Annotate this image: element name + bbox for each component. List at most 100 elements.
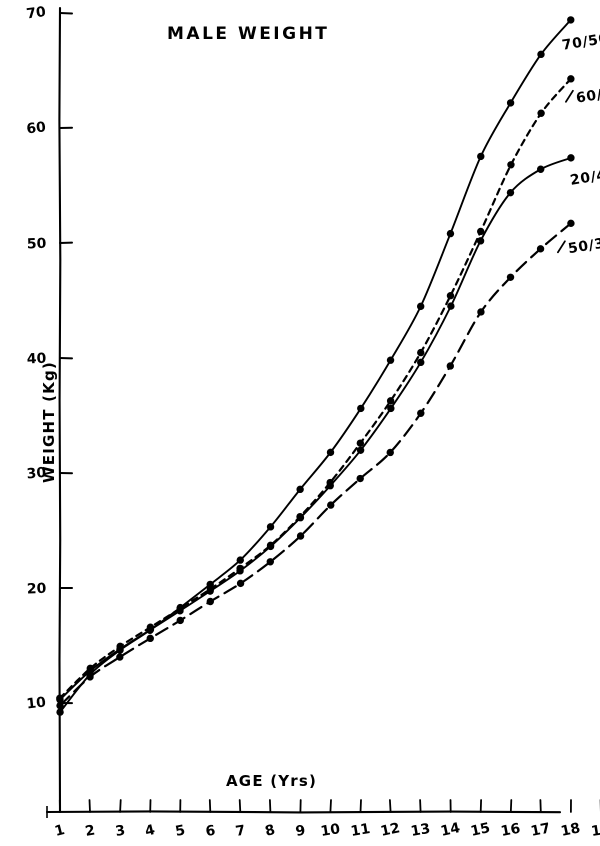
data-point (236, 556, 244, 564)
y-tick-label: 10 (26, 694, 47, 712)
data-point (567, 75, 575, 83)
data-point (56, 695, 64, 704)
x-tick (359, 799, 362, 813)
series-label-leader (557, 240, 566, 254)
data-point (356, 446, 365, 454)
data-point (446, 362, 455, 370)
data-point (326, 448, 335, 457)
data-point (116, 653, 124, 661)
axis-lines (45, 6, 562, 818)
data-point (537, 109, 545, 117)
series-line-50-3 (58, 222, 573, 707)
data-point (477, 152, 485, 161)
x-tick-label: 12 (379, 820, 401, 840)
data-point (386, 397, 395, 405)
series-label-20-40-10: 20/40/10 (569, 162, 600, 189)
series-label-layer: 70/50 60/30 20/40/10 50/3 (557, 31, 600, 258)
y-tick-label: 60 (26, 119, 47, 137)
data-point (386, 448, 394, 457)
data-point (477, 308, 485, 316)
data-point (206, 597, 215, 606)
data-point (206, 587, 214, 595)
series-line-20-40-10 (58, 156, 572, 701)
x-tick-label: 8 (263, 822, 276, 840)
y-tick-labels: 10 20 30 40 50 60 70 (25, 4, 47, 712)
data-point (296, 514, 305, 522)
data-point (296, 532, 305, 540)
x-tick-labels: 1 2 3 4 5 6 7 8 9 10 11 12 13 14 15 16 17 18 19 (53, 820, 600, 840)
data-point (236, 567, 244, 575)
marker-layer (56, 16, 575, 716)
x-tick (419, 799, 422, 813)
y-tick-label: 40 (26, 351, 46, 368)
data-point (447, 302, 455, 310)
y-axis-title: WEIGHT (Kg) (40, 361, 58, 483)
data-point (116, 645, 124, 653)
series-label-60-30: 60/30 (575, 84, 600, 107)
data-point (387, 404, 395, 413)
data-point (416, 302, 425, 311)
x-tick (119, 799, 122, 813)
chart-title: MALE WEIGHT (167, 24, 329, 44)
series-layer (58, 18, 573, 714)
x-tick (329, 799, 332, 813)
x-tick-label: 7 (234, 823, 246, 840)
data-point (537, 50, 545, 59)
x-tick-label: 3 (114, 823, 126, 840)
series-label-70-50: 70/50 (561, 31, 600, 54)
data-point (417, 348, 425, 357)
data-point (446, 292, 455, 300)
data-point (536, 245, 545, 253)
data-point (357, 404, 365, 413)
y-tick-marks (59, 12, 73, 705)
data-point (266, 542, 275, 551)
series-label-50-3: 50/3 (567, 236, 600, 258)
x-tick-label: 6 (205, 823, 217, 840)
data-point (266, 523, 275, 531)
x-tick-label: 14 (439, 820, 462, 840)
y-tick-label: 20 (27, 581, 47, 598)
data-point (56, 701, 64, 710)
data-point (86, 673, 94, 681)
y-axis-line (58, 6, 62, 814)
x-tick (238, 799, 242, 813)
y-tick (59, 12, 73, 15)
y-tick-label: 70 (25, 4, 47, 22)
data-point (567, 16, 575, 24)
x-tick-label: 5 (174, 822, 187, 840)
x-tick-label: 13 (410, 821, 432, 840)
x-tick (389, 799, 392, 813)
y-tick-label: 50 (27, 236, 47, 253)
x-tick-label: 10 (320, 821, 342, 840)
data-point (296, 485, 304, 494)
data-point (266, 558, 274, 566)
data-point (476, 237, 485, 245)
data-point (506, 273, 515, 281)
data-point (176, 616, 184, 625)
data-point (326, 482, 334, 490)
data-point (507, 161, 515, 169)
data-point (567, 154, 575, 162)
data-point (417, 409, 425, 417)
x-tick-label: 17 (529, 820, 551, 840)
x-axis-title: AGE (Yrs) (226, 772, 317, 790)
data-point (567, 219, 575, 228)
data-point (477, 227, 485, 236)
data-point (356, 439, 365, 447)
x-tick-label: 4 (143, 822, 157, 840)
x-tick-label: 2 (84, 823, 96, 840)
series-label-leader (565, 89, 574, 103)
x-tick (269, 799, 272, 813)
data-point (417, 358, 425, 367)
data-point (86, 667, 95, 675)
y-tick-label: 30 (26, 465, 47, 483)
series-line-60-30 (58, 77, 572, 700)
data-point (446, 229, 455, 238)
x-tick-label: 11 (350, 821, 372, 840)
x-tick-label: 9 (294, 823, 306, 840)
data-point (146, 625, 155, 634)
data-point (506, 188, 515, 197)
data-point (236, 579, 245, 588)
